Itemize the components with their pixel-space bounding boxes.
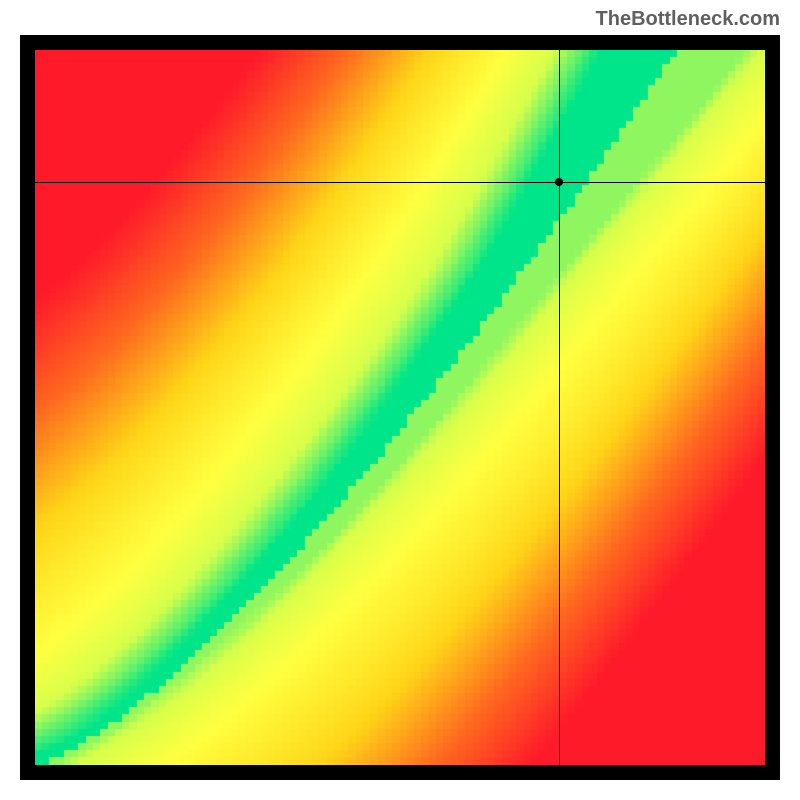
- watermark-text: TheBottleneck.com: [596, 8, 780, 31]
- crosshair-point: [555, 178, 563, 186]
- crosshair-vertical: [559, 50, 560, 765]
- bottleneck-heatmap: [35, 50, 765, 765]
- plot-frame: [20, 35, 780, 780]
- crosshair-horizontal: [35, 182, 765, 183]
